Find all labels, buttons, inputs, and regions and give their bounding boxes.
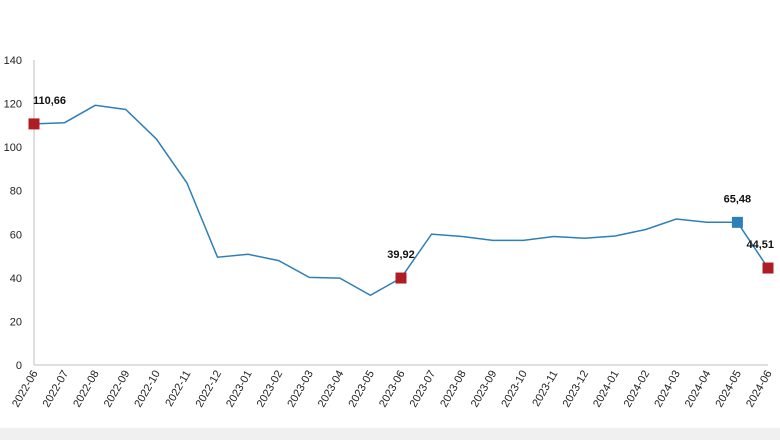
x-tick-label: 2023-09 [469,369,500,410]
y-tick-label: 60 [10,229,22,241]
y-tick-label: 120 [4,99,22,111]
footer-band [0,428,780,440]
x-tick-label: 2022-08 [71,369,102,410]
x-tick-label: 2024-01 [591,369,622,410]
x-tick-label: 2022-09 [102,369,133,410]
x-tick-label: 2023-04 [316,369,347,410]
x-tick-label: 2024-04 [683,369,714,410]
x-tick-label: 2023-08 [438,369,469,410]
data-label: 39,92 [387,249,415,261]
y-tick-label: 0 [16,360,22,372]
x-tick-label: 2022-11 [163,369,193,409]
x-tick-label: 2023-06 [377,369,408,410]
x-tick-label: 2023-07 [408,369,439,410]
data-label: 65,48 [724,193,752,205]
data-labels: 110,66 39,92 65,48 44,51 [33,95,774,261]
highlight-markers [28,118,774,284]
x-tick-label: 2022-10 [132,369,163,410]
highlight-marker [395,272,407,284]
x-tick-label: 2024-02 [622,369,653,410]
x-tick-label: 2023-11 [530,369,560,409]
highlight-marker [28,118,40,130]
highlight-marker [762,262,774,274]
x-tick-label: 2022-06 [10,369,41,410]
series-line [33,104,769,297]
x-tick-label: 2022-12 [194,369,225,410]
x-tick-label: 2023-10 [499,369,530,410]
y-tick-label: 20 [10,316,22,328]
x-tick-label: 2024-05 [713,369,744,410]
x-tick-label: 2023-12 [561,369,592,410]
data-label: 110,66 [33,95,66,107]
x-tick-labels: 2022-06 2022-07 2022-08 2022-09 2022-10 2022-… [10,369,775,410]
y-tick-label: 100 [4,142,22,154]
x-tick-label: 2023-02 [255,369,286,410]
y-tick-label: 140 [4,55,22,67]
x-tick-label: 2024-03 [652,369,683,410]
y-tick-label: 40 [10,273,22,285]
highlight-marker [731,216,743,228]
x-tick-label: 2023-05 [346,369,377,410]
x-tick-label: 2022-07 [41,369,72,410]
x-tick-label: 2023-03 [285,369,316,410]
y-tick-labels: 0 20 40 60 80 100 120 140 [4,55,22,372]
y-tick-label: 80 [10,186,22,198]
x-tick-label: 2023-01 [224,369,255,410]
data-label: 44,51 [746,239,774,251]
x-tick-label: 2024-06 [744,369,775,410]
